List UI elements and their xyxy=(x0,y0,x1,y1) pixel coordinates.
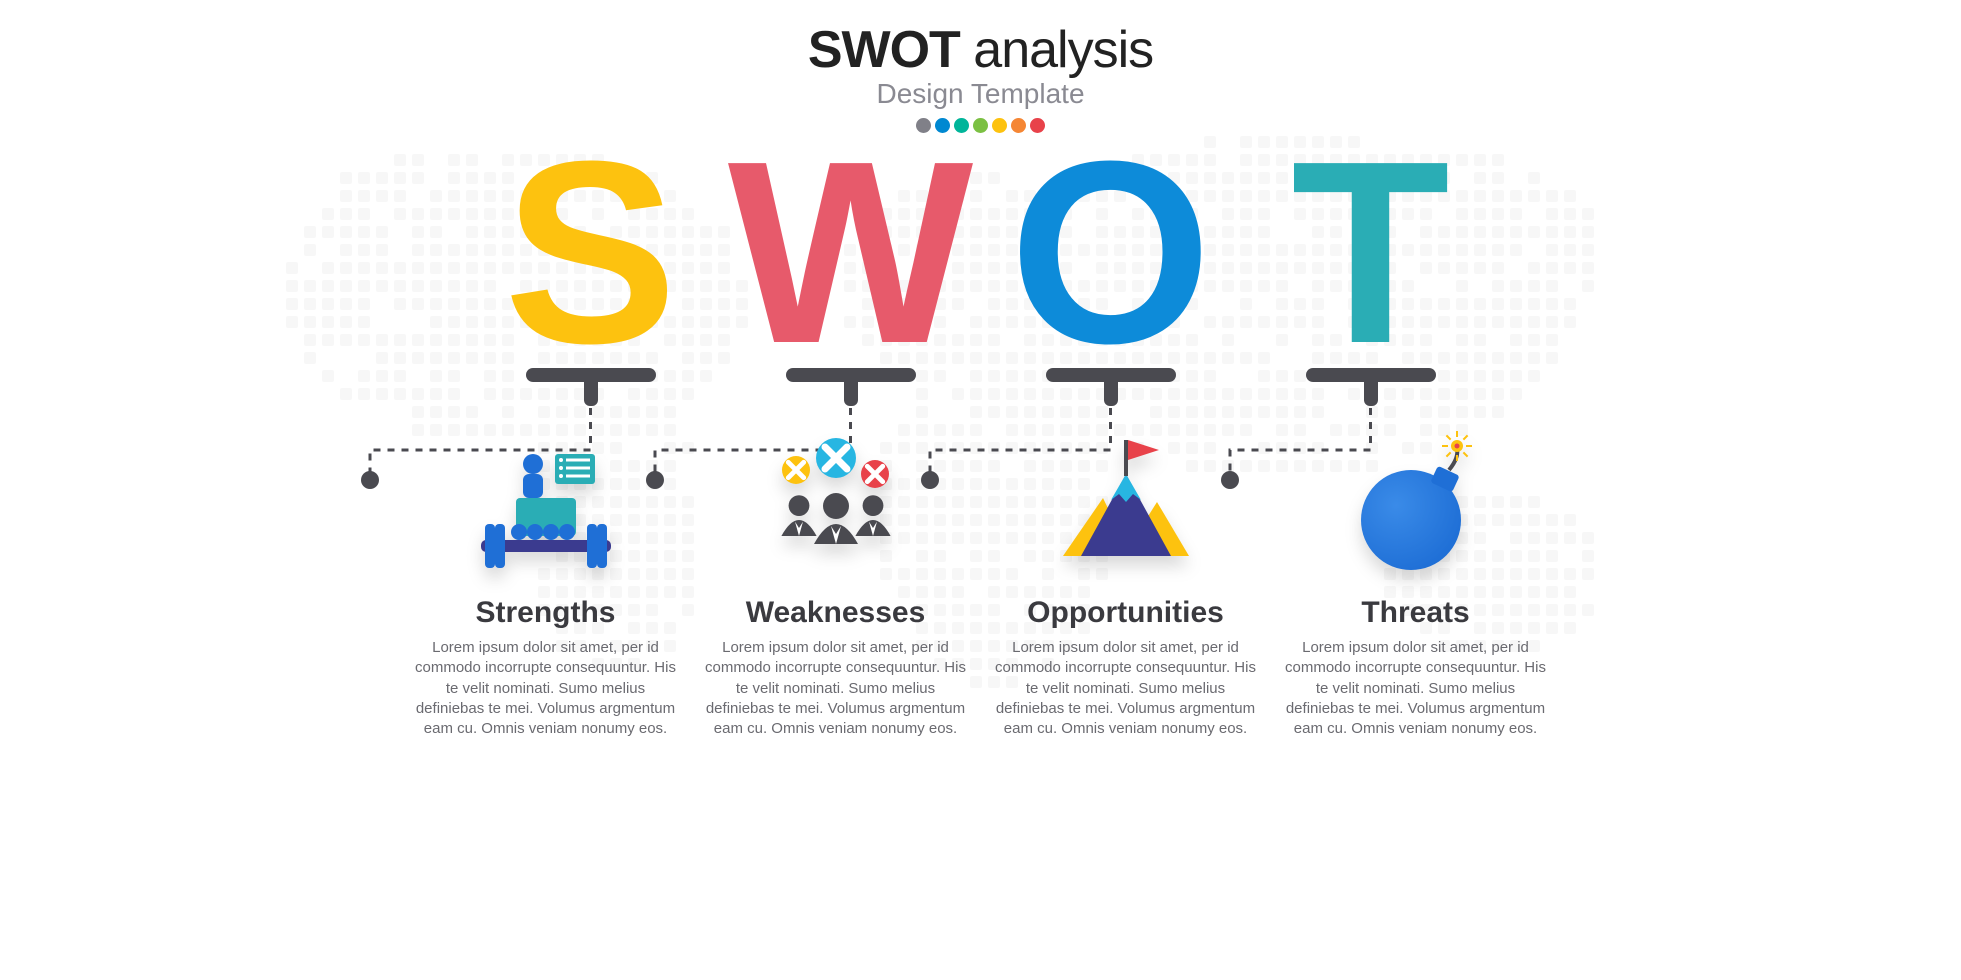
connector-bar xyxy=(786,368,916,382)
swot-letter-wrap-w: W xyxy=(726,143,976,382)
column-heading: Strengths xyxy=(415,596,677,630)
swot-letter-o: O xyxy=(1009,143,1211,364)
column-body: Lorem ipsum dolor sit amet, per id commo… xyxy=(1285,638,1547,739)
swot-letter-wrap-t: T xyxy=(1246,143,1496,382)
palette-dot xyxy=(992,118,1007,133)
swot-letter-wrap-s: S xyxy=(466,143,716,382)
title-rest: analysis xyxy=(960,21,1153,79)
page-subtitle: Design Template xyxy=(0,78,1961,110)
title-bold: SWOT xyxy=(808,21,960,79)
column-body: Lorem ipsum dolor sit amet, per id commo… xyxy=(995,638,1257,739)
header: SWOT analysis Design Template xyxy=(0,0,1961,133)
connector-stem xyxy=(1364,382,1378,406)
connector-stem xyxy=(844,382,858,406)
opportunities-icon xyxy=(995,418,1257,578)
connector-bar xyxy=(526,368,656,382)
palette-dot xyxy=(973,118,988,133)
connector-stem xyxy=(1104,382,1118,406)
swot-letter-s: S xyxy=(504,143,677,364)
swot-column-opportunities: Opportunities Lorem ipsum dolor sit amet,… xyxy=(981,418,1271,739)
swot-column-weaknesses: Weaknesses Lorem ipsum dolor sit amet, pe… xyxy=(691,418,981,739)
swot-letters-row: SWOT xyxy=(0,143,1961,382)
column-heading: Weaknesses xyxy=(705,596,967,630)
swot-letter-t: T xyxy=(1291,143,1450,364)
swot-column-strengths: Strengths Lorem ipsum dolor sit amet, per… xyxy=(401,418,691,739)
weaknesses-icon xyxy=(705,418,967,578)
swot-letter-wrap-o: O xyxy=(986,143,1236,382)
column-heading: Threats xyxy=(1285,596,1547,630)
connector-bar xyxy=(1306,368,1436,382)
strengths-icon xyxy=(415,418,677,578)
swot-column-threats: Threats Lorem ipsum dolor sit amet, per i… xyxy=(1271,418,1561,739)
threats-icon xyxy=(1285,418,1547,578)
swot-columns: Strengths Lorem ipsum dolor sit amet, per… xyxy=(0,418,1961,739)
palette-dots xyxy=(0,118,1961,133)
column-body: Lorem ipsum dolor sit amet, per id commo… xyxy=(705,638,967,739)
page-title: SWOT analysis xyxy=(0,20,1961,80)
connector-stem xyxy=(584,382,598,406)
column-body: Lorem ipsum dolor sit amet, per id commo… xyxy=(415,638,677,739)
swot-letter-w: W xyxy=(728,143,973,364)
connector-bar xyxy=(1046,368,1176,382)
column-heading: Opportunities xyxy=(995,596,1257,630)
